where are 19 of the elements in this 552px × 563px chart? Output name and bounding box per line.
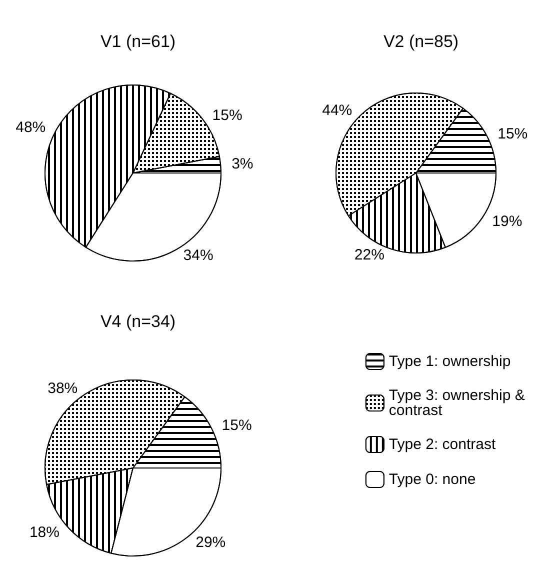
data-label: 22%	[354, 246, 384, 264]
chart-title: V2 (n=85)	[383, 32, 459, 51]
legend-label: Type 2: contrast	[388, 436, 496, 453]
legend-label: Type 1: ownership	[388, 353, 511, 370]
chart-title: V4 (n=34)	[100, 312, 176, 331]
data-label: 15%	[222, 416, 252, 434]
data-label: 15%	[498, 125, 528, 142]
data-label: 34%	[183, 246, 214, 264]
data-label: 38%	[48, 380, 78, 398]
legend-label: Type 0: none	[388, 471, 476, 488]
data-label: 19%	[492, 212, 522, 230]
legend-label: Type 3: ownership & contrast	[388, 387, 529, 419]
data-label: 15%	[212, 106, 242, 124]
data-label: 29%	[196, 534, 226, 551]
data-label: 18%	[29, 524, 60, 541]
data-label: 44%	[322, 102, 352, 119]
data-label: 3%	[232, 156, 254, 173]
data-label: 48%	[16, 119, 46, 136]
chart-title: V1 (n=61)	[100, 32, 176, 51]
